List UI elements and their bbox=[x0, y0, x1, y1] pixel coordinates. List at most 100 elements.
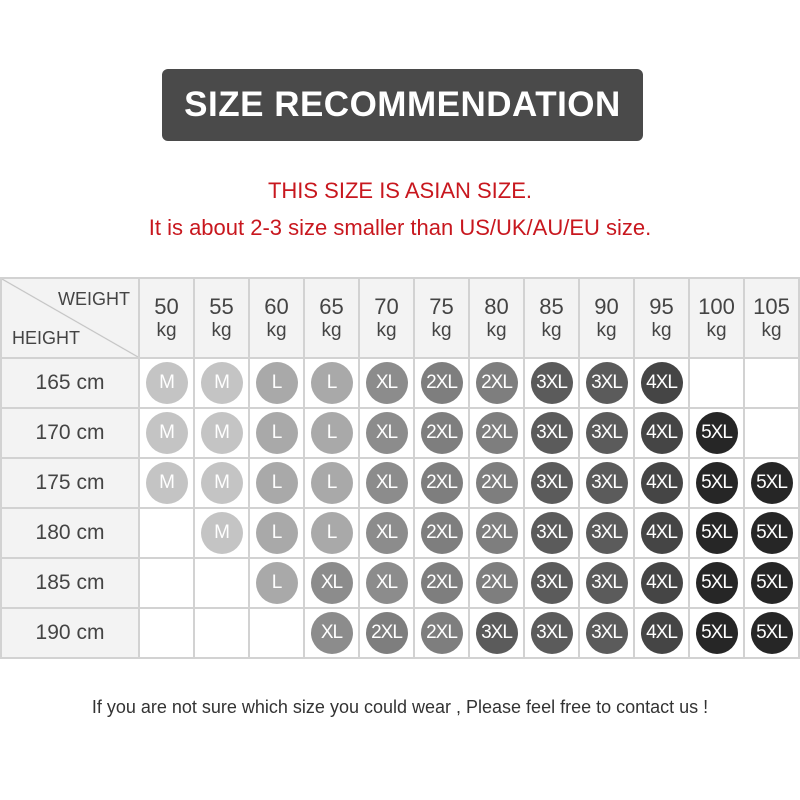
size-badge: 2XL bbox=[420, 362, 463, 404]
size-badge: 3XL bbox=[530, 362, 573, 404]
weight-value: 105 bbox=[753, 294, 790, 319]
weight-value: 70 bbox=[374, 294, 399, 319]
size-badge: L bbox=[255, 362, 298, 404]
size-badge: 3XL bbox=[530, 462, 573, 504]
size-badge: XL bbox=[365, 412, 408, 454]
height-unit: cm bbox=[76, 621, 105, 644]
size-badge: 3XL bbox=[585, 412, 628, 454]
table-row: 190 cm XL 2XL 2XL 3XL 3XL 3XL 4XL 5XL 5XL bbox=[0, 607, 800, 659]
weight-value: 90 bbox=[594, 294, 619, 319]
weight-unit: kg bbox=[431, 320, 452, 341]
size-cell: M bbox=[138, 357, 195, 409]
size-badge: 5XL bbox=[750, 512, 793, 554]
size-cell: L bbox=[248, 557, 305, 609]
size-cell: 3XL bbox=[523, 557, 580, 609]
size-cell bbox=[248, 607, 305, 659]
size-cell: 3XL bbox=[523, 357, 580, 409]
size-cell bbox=[138, 507, 195, 559]
size-cell: 4XL bbox=[633, 407, 690, 459]
size-cell: L bbox=[248, 457, 305, 509]
size-cell: 5XL bbox=[688, 507, 745, 559]
size-badge: 2XL bbox=[475, 362, 518, 404]
table-row: 175 cm M M L L XL 2XL 2XL 3XL 3XL 4XL 5XL 5XL bbox=[0, 457, 800, 509]
size-badge: 2XL bbox=[475, 512, 518, 554]
size-cell: 2XL bbox=[358, 607, 415, 659]
weight-header: 70 kg bbox=[358, 277, 415, 359]
size-cell: 3XL bbox=[578, 457, 635, 509]
size-badge: 3XL bbox=[530, 562, 573, 604]
size-cell bbox=[688, 357, 745, 409]
size-badge: 3XL bbox=[585, 512, 628, 554]
size-cell: 2XL bbox=[413, 357, 470, 409]
weight-unit: kg bbox=[596, 320, 617, 341]
size-badge: 3XL bbox=[475, 612, 518, 654]
size-cell: 2XL bbox=[413, 457, 470, 509]
size-cell: M bbox=[138, 457, 195, 509]
size-cell: L bbox=[303, 407, 360, 459]
size-badge: 2XL bbox=[420, 412, 463, 454]
weight-value: 85 bbox=[539, 294, 564, 319]
weight-header: 80 kg bbox=[468, 277, 525, 359]
size-cell: 3XL bbox=[578, 557, 635, 609]
weight-header: 105 kg bbox=[743, 277, 800, 359]
size-badge: 5XL bbox=[695, 512, 738, 554]
size-badge: 2XL bbox=[475, 562, 518, 604]
size-cell bbox=[193, 557, 250, 609]
height-cell: 180 cm bbox=[0, 507, 140, 559]
weight-value: 60 bbox=[264, 294, 289, 319]
size-badge: 2XL bbox=[475, 462, 518, 504]
weight-unit: kg bbox=[266, 320, 287, 341]
height-cell: 185 cm bbox=[0, 557, 140, 609]
weight-value: 50 bbox=[154, 294, 179, 319]
size-cell: 5XL bbox=[688, 457, 745, 509]
size-cell: 5XL bbox=[743, 607, 800, 659]
size-cell: L bbox=[248, 407, 305, 459]
weight-header: 75 kg bbox=[413, 277, 470, 359]
size-badge: 3XL bbox=[530, 612, 573, 654]
size-cell: L bbox=[248, 357, 305, 409]
size-badge: 5XL bbox=[695, 412, 738, 454]
size-badge: XL bbox=[310, 562, 353, 604]
title-banner: SIZE RECOMMENDATION bbox=[162, 69, 643, 141]
size-cell: 2XL bbox=[468, 507, 525, 559]
height-unit: cm bbox=[76, 471, 105, 494]
weight-value: 95 bbox=[649, 294, 674, 319]
size-cell: 3XL bbox=[578, 357, 635, 409]
table-row: 185 cm L XL XL 2XL 2XL 3XL 3XL 4XL 5XL 5XL bbox=[0, 557, 800, 609]
weight-unit: kg bbox=[376, 320, 397, 341]
size-cell: 2XL bbox=[468, 357, 525, 409]
size-badge: M bbox=[145, 412, 188, 454]
size-cell: 5XL bbox=[688, 607, 745, 659]
size-badge: 5XL bbox=[750, 562, 793, 604]
size-cell: L bbox=[248, 507, 305, 559]
weight-unit: kg bbox=[706, 320, 727, 341]
weight-header-row: WEIGHT HEIGHT 50 kg 55 kg 60 kg 65 kg 70 kg 75 kg 80… bbox=[0, 277, 800, 359]
size-cell: 2XL bbox=[413, 407, 470, 459]
size-cell: 4XL bbox=[633, 357, 690, 409]
size-badge: 3XL bbox=[585, 562, 628, 604]
size-cell: M bbox=[193, 507, 250, 559]
weight-header: 100 kg bbox=[688, 277, 745, 359]
size-badge: 4XL bbox=[640, 612, 683, 654]
size-badge: 3XL bbox=[585, 362, 628, 404]
contact-footer: If you are not sure which size you could… bbox=[91, 697, 709, 717]
height-value: 180 bbox=[35, 521, 71, 544]
size-badge: 3XL bbox=[585, 612, 628, 654]
size-cell: XL bbox=[358, 557, 415, 609]
size-table: WEIGHT HEIGHT 50 kg 55 kg 60 kg 65 kg 70 kg 75 kg 80… bbox=[0, 277, 800, 659]
size-badge: L bbox=[310, 362, 353, 404]
size-badge: L bbox=[255, 562, 298, 604]
size-cell: XL bbox=[303, 557, 360, 609]
size-badge: L bbox=[310, 412, 353, 454]
size-cell: 5XL bbox=[743, 557, 800, 609]
size-cell: 3XL bbox=[523, 407, 580, 459]
size-badge: L bbox=[310, 512, 353, 554]
weight-value: 100 bbox=[698, 294, 735, 319]
size-badge: 4XL bbox=[640, 462, 683, 504]
weight-header: 65 kg bbox=[303, 277, 360, 359]
asian-size-note: THIS SIZE IS ASIAN SIZE. bbox=[267, 178, 533, 203]
height-value: 170 bbox=[35, 421, 71, 444]
size-cell: 3XL bbox=[578, 607, 635, 659]
size-badge: 5XL bbox=[750, 612, 793, 654]
height-value: 165 bbox=[35, 371, 71, 394]
